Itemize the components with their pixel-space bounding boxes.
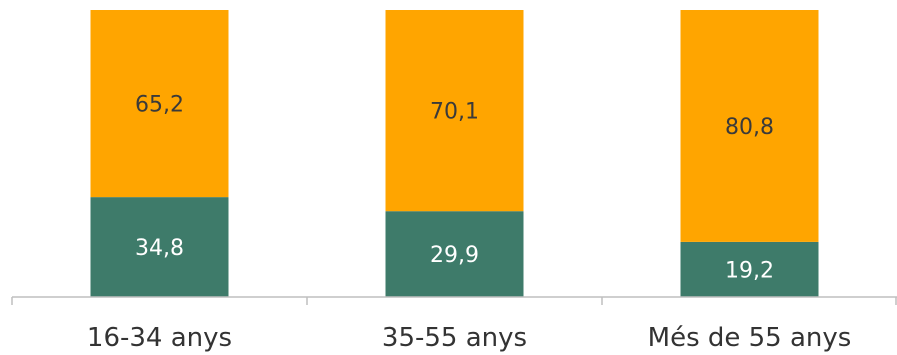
data-label: 65,2 bbox=[135, 93, 184, 118]
x-axis bbox=[11, 296, 897, 305]
category-label: 16-34 anys bbox=[87, 323, 232, 353]
bar-segment bbox=[90, 10, 229, 198]
data-label: 19,2 bbox=[725, 258, 774, 283]
category-label: Més de 55 anys bbox=[648, 323, 852, 353]
bar-segment bbox=[385, 10, 524, 212]
bar-segment bbox=[90, 197, 229, 297]
bar-segment bbox=[680, 241, 819, 297]
data-label: 34,8 bbox=[135, 236, 184, 261]
data-label: 70,1 bbox=[430, 100, 479, 125]
data-label: 29,9 bbox=[430, 243, 479, 268]
category-labels: 16-34 anys 35-55 anys Més de 55 anys bbox=[87, 323, 851, 353]
bars-layer: 34,8 65,2 29,9 70,1 19,2 80,8 bbox=[90, 10, 819, 297]
bar-segment bbox=[385, 211, 524, 297]
category-label: 35-55 anys bbox=[382, 323, 527, 353]
bar-segment bbox=[680, 10, 819, 242]
data-label: 80,8 bbox=[725, 115, 774, 140]
